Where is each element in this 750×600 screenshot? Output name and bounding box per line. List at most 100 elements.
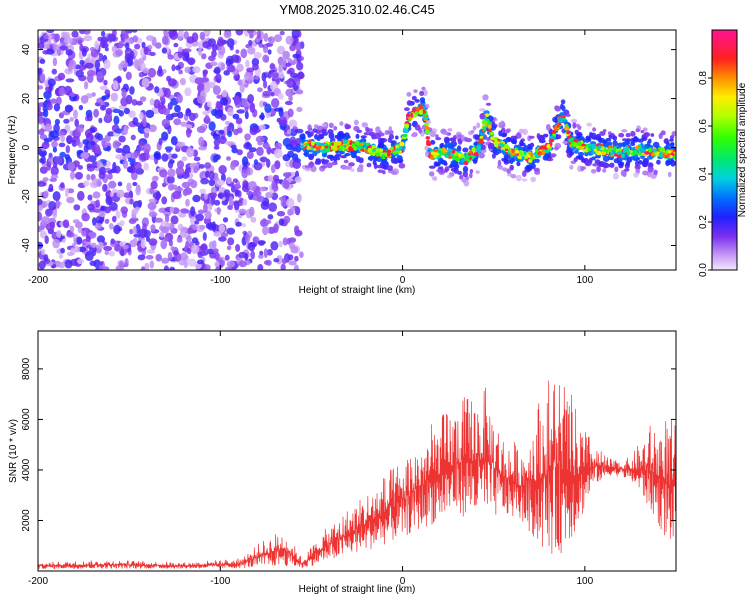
spectrogram-cell [263, 248, 268, 258]
spectrogram-cell [170, 136, 178, 146]
spectrogram-cell [58, 261, 66, 269]
spectrogram-cell [92, 217, 97, 226]
spectrogram-cell [565, 113, 571, 117]
spectrogram-cell [167, 168, 176, 178]
spectrogram-cell [40, 73, 46, 83]
spectrogram-cell [174, 186, 184, 192]
spectrogram-cell [161, 153, 169, 162]
spectrogram-cell [131, 208, 139, 216]
spectrogram-cell [377, 142, 385, 149]
spectrogram-cell [334, 153, 342, 157]
spectrogram-cell [406, 92, 412, 97]
spectrogram-cell [218, 136, 227, 145]
spectrogram-cell [642, 170, 649, 176]
spectrogram-ridge-cell [336, 140, 342, 146]
spectrogram-cell [544, 153, 549, 161]
spectrogram-cell [213, 66, 221, 75]
spectrogram-cell [121, 88, 127, 98]
snr-panel: -200 -100 0 100 2000 4000 6000 8000 Height of s… [8, 330, 677, 595]
spectrogram-cell [208, 179, 216, 187]
spectrogram-cell [85, 132, 94, 142]
spectrogram-ridge-cell [610, 151, 614, 157]
spectrogram-cell [203, 203, 208, 213]
spectrogram-cell [179, 77, 186, 86]
spectrogram-cell [315, 158, 321, 162]
spectrogram-cell [230, 161, 236, 171]
spectrogram-cell [158, 65, 163, 75]
spectrogram-cell [273, 258, 280, 263]
spectrogram-cell [388, 126, 393, 132]
spectrogram-cell [107, 170, 114, 174]
spectrogram-cell [308, 153, 315, 161]
spectrogram-cell [273, 34, 283, 43]
spectrogram-cell [608, 133, 612, 139]
spectrogram-cell [84, 62, 94, 69]
spectrogram-cell [360, 138, 367, 144]
spectrogram-ytick-label: 20 [21, 93, 32, 105]
spectrogram-ridge-cell [498, 142, 504, 147]
spectrogram-cell [129, 228, 134, 235]
spectrogram-cell [435, 134, 439, 139]
spectrogram-cell [602, 155, 610, 162]
spectrogram-ridge-cell [402, 127, 409, 133]
spectrogram-cell [246, 190, 253, 196]
spectrogram-ridge-cell [451, 148, 456, 154]
spectrogram-cell [244, 182, 249, 191]
spectrogram-cell [176, 160, 185, 169]
spectrogram-cell [57, 72, 66, 81]
spectrogram-cell [141, 78, 150, 88]
spectrogram-cell [108, 223, 114, 230]
spectrogram-cell [246, 166, 251, 176]
spectrogram-cell [219, 97, 228, 106]
spectrogram-cell [284, 100, 293, 106]
spectrogram-cell [290, 72, 299, 78]
spectrogram-cell [208, 55, 216, 62]
spectrogram-cell [66, 196, 75, 204]
colorbar-frame [711, 29, 738, 271]
spectrogram-cell [94, 132, 101, 140]
colorbar-tick-label: 0.4 [698, 167, 709, 181]
spectrogram-cell [457, 134, 463, 138]
spectrogram-ridge-cell [652, 148, 657, 153]
spectrogram-cell [344, 153, 351, 157]
spectrogram-cell [253, 51, 262, 59]
spectrogram-cell [178, 30, 184, 37]
spectrogram-cell [554, 105, 559, 111]
spectrogram-cell [353, 119, 359, 126]
spectrogram-cell [660, 130, 666, 136]
spectrogram-cell [93, 108, 99, 118]
snr-xlabel: Height of straight line (km) [299, 584, 416, 595]
spectrogram-cell [186, 247, 192, 255]
spectrogram-cell [103, 79, 108, 86]
spectrogram-cell [451, 137, 457, 143]
spectrogram-cell [475, 170, 480, 174]
spectrogram-cell [65, 78, 75, 83]
spectrogram-cell [202, 232, 207, 241]
spectrogram-cell [90, 242, 97, 248]
spectrogram-cell [333, 126, 338, 131]
spectrogram-cell [102, 183, 108, 192]
spectrogram-cell [314, 134, 319, 140]
spectrogram-cell [110, 238, 115, 245]
spectrogram-cell [276, 45, 286, 55]
spectrogram-cell [487, 144, 494, 150]
spectrogram-cell [577, 151, 585, 157]
spectrogram-cell [226, 156, 231, 161]
spectrogram-cell [94, 40, 100, 51]
spectrogram-cell [535, 158, 540, 163]
spectrogram-cell [143, 127, 151, 134]
spectrogram-cell [248, 241, 256, 252]
spectrogram-cell [166, 75, 172, 82]
spectrogram-cell [213, 248, 219, 253]
spectrogram-cell [348, 162, 355, 167]
spectrogram-ridge-cell [418, 110, 423, 115]
spectrogram-cell [125, 71, 132, 81]
spectrogram-cell [270, 91, 275, 97]
spectrogram-ridge-cell [404, 123, 410, 129]
spectrogram-cell [646, 140, 651, 147]
spectrogram-cell [285, 62, 292, 67]
spectrogram-cell [138, 228, 148, 238]
spectrogram-ridge-cell [367, 147, 373, 153]
spectrogram-ridge-cell [468, 150, 473, 155]
spectrogram-cell [358, 168, 362, 172]
